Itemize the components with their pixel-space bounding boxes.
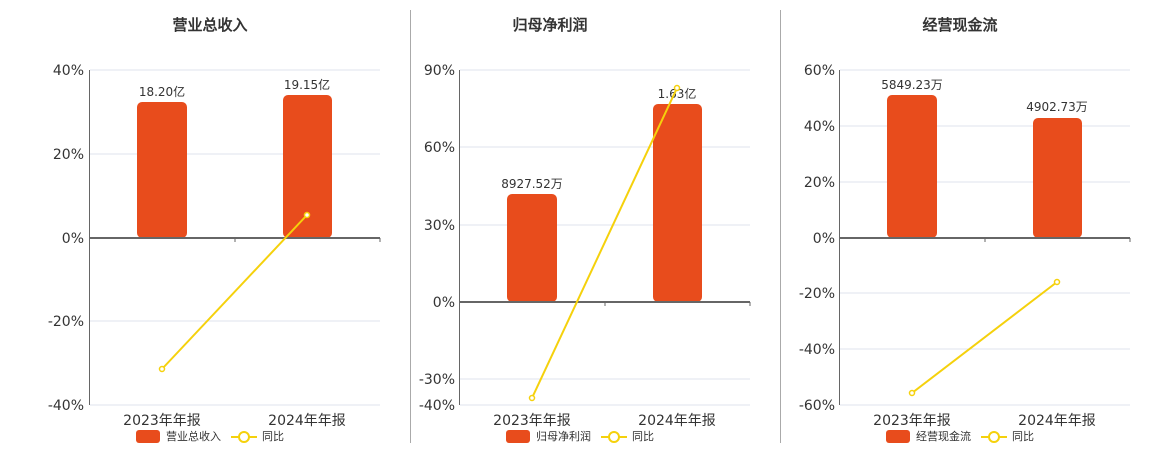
legend: 归母净利润 同比 bbox=[395, 428, 765, 444]
chart-plot: 60% 40% 20% 0% -20% -40% -60% 5849.23万 4… bbox=[799, 63, 1131, 429]
panel-divider bbox=[780, 10, 781, 443]
x-tick: 2024年年报 bbox=[268, 413, 346, 429]
legend-line-swatch[interactable] bbox=[231, 430, 257, 443]
x-tick: 2023年年报 bbox=[493, 413, 571, 429]
x-tick: 2023年年报 bbox=[873, 413, 951, 429]
bar-label: 1.63亿 bbox=[658, 86, 697, 101]
legend-line-label[interactable]: 同比 bbox=[632, 430, 654, 443]
grid-lines bbox=[460, 69, 750, 406]
legend-line-label[interactable]: 同比 bbox=[1012, 430, 1034, 443]
legend-line-swatch[interactable] bbox=[601, 430, 627, 443]
bar-2023[interactable] bbox=[507, 194, 557, 302]
yoy-point[interactable] bbox=[528, 394, 536, 402]
legend: 经营现金流 同比 bbox=[775, 428, 1145, 444]
y-tick: -20% bbox=[48, 314, 84, 330]
chart-plot: 90% 60% 30% 0% -30% -40% 8927.52万 1.63亿 … bbox=[419, 63, 751, 429]
chart-title: 营业总收入 bbox=[172, 16, 248, 34]
y-tick: -60% bbox=[799, 398, 835, 414]
bar-label: 8927.52万 bbox=[501, 177, 563, 191]
bar-2024[interactable] bbox=[653, 104, 702, 302]
y-tick: 0% bbox=[62, 231, 84, 247]
yoy-point[interactable] bbox=[158, 365, 166, 373]
y-tick: -30% bbox=[419, 372, 455, 388]
bar-2024[interactable] bbox=[283, 95, 332, 238]
chart-panel-operating-cash-flow: 经营现金流 60% 40% 20% 0% -20% -40% -60% 5849… bbox=[780, 0, 1150, 450]
y-tick: -40% bbox=[419, 398, 455, 414]
y-tick: 60% bbox=[804, 63, 835, 79]
legend: 营业总收入 同比 bbox=[25, 428, 395, 444]
y-tick: 90% bbox=[424, 63, 455, 79]
x-tick: 2024年年报 bbox=[1018, 413, 1096, 429]
bar-2024[interactable] bbox=[1033, 118, 1082, 238]
legend-line-label[interactable]: 同比 bbox=[262, 430, 284, 443]
yoy-line bbox=[161, 214, 308, 370]
legend-bar-swatch[interactable] bbox=[886, 429, 910, 443]
y-tick: 20% bbox=[53, 147, 84, 163]
legend-bar-swatch[interactable] bbox=[136, 429, 160, 443]
y-tick: 40% bbox=[53, 63, 84, 79]
y-tick: -40% bbox=[799, 342, 835, 358]
bar-2023[interactable] bbox=[887, 95, 937, 238]
chart-panel-revenue: 营业总收入 40% 20% 0% -20% -40% 18.20亿 19.15亿 bbox=[0, 0, 381, 450]
yoy-line bbox=[911, 281, 1058, 394]
legend-bar-swatch[interactable] bbox=[506, 429, 530, 443]
y-tick: 30% bbox=[424, 218, 455, 234]
yoy-point[interactable] bbox=[908, 389, 916, 397]
bar-label: 19.15亿 bbox=[284, 77, 330, 92]
grid-lines bbox=[90, 69, 380, 406]
y-tick: 0% bbox=[813, 231, 835, 247]
chart-panel-net-profit: 归母净利润 90% 60% 30% 0% -30% -40% 8927.52万 … bbox=[410, 0, 780, 450]
y-tick: -40% bbox=[48, 398, 84, 414]
legend-bar-label[interactable]: 经营现金流 bbox=[916, 430, 971, 443]
y-tick: 20% bbox=[804, 175, 835, 191]
bar-label: 5849.23万 bbox=[881, 78, 943, 92]
yoy-point[interactable] bbox=[673, 84, 681, 92]
yoy-point[interactable] bbox=[1053, 278, 1061, 286]
x-tick: 2024年年报 bbox=[638, 413, 716, 429]
legend-bar-label[interactable]: 营业总收入 bbox=[166, 430, 221, 443]
bar-label: 18.20亿 bbox=[139, 84, 185, 99]
yoy-line bbox=[531, 87, 678, 399]
chart-plot: 40% 20% 0% -20% -40% 18.20亿 19.15亿 2023年… bbox=[48, 63, 381, 429]
panel-divider bbox=[410, 10, 411, 443]
y-tick: 60% bbox=[424, 140, 455, 156]
y-tick: 0% bbox=[433, 295, 455, 311]
x-tick: 2023年年报 bbox=[123, 413, 201, 429]
legend-bar-label[interactable]: 归母净利润 bbox=[536, 430, 591, 443]
y-tick: 40% bbox=[804, 119, 835, 135]
chart-title: 经营现金流 bbox=[922, 16, 998, 34]
yoy-point[interactable] bbox=[303, 211, 311, 219]
bar-label: 4902.73万 bbox=[1026, 100, 1088, 114]
legend-line-swatch[interactable] bbox=[981, 430, 1007, 443]
bar-2023[interactable] bbox=[137, 102, 187, 238]
y-tick: -20% bbox=[799, 286, 835, 302]
chart-title: 归母净利润 bbox=[512, 16, 588, 34]
